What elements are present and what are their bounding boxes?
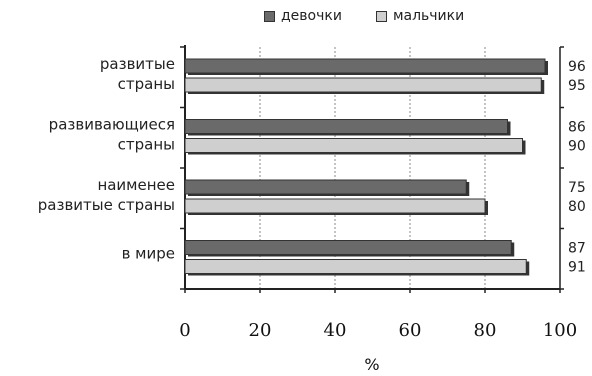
x-tick-label: 0 <box>179 320 190 341</box>
legend-item-girls: девочки <box>264 8 342 24</box>
category-label: страны <box>118 136 175 154</box>
category-label: наименее <box>97 176 175 194</box>
category-label: страны <box>118 75 175 93</box>
x-axis-title: % <box>364 355 379 374</box>
bar-girls <box>184 179 467 195</box>
data-label: 91 <box>568 260 586 276</box>
category-label: развивающиеся <box>49 116 175 134</box>
bar-boys <box>184 77 542 93</box>
legend: девочки мальчики <box>264 8 464 24</box>
legend-swatch-boys <box>375 10 387 22</box>
category-label: в мире <box>122 245 175 263</box>
x-tick-label: 40 <box>324 320 347 341</box>
category-label: развитые <box>100 55 175 73</box>
legend-label-girls: девочки <box>281 8 342 24</box>
bar-girls <box>184 119 508 134</box>
bar-girls <box>184 240 512 255</box>
data-label: 95 <box>568 78 586 94</box>
category-label: развитые страны <box>38 196 175 214</box>
data-label: 87 <box>568 241 586 257</box>
data-label: 90 <box>568 139 586 155</box>
bar-boys <box>184 198 486 214</box>
bar-girls <box>184 58 546 74</box>
data-label: 86 <box>568 120 586 136</box>
data-label: 80 <box>568 199 586 215</box>
x-tick-label: 60 <box>399 320 422 341</box>
x-tick-label: 80 <box>474 320 497 341</box>
bar-boys <box>184 138 523 153</box>
legend-swatch-girls <box>264 10 275 22</box>
x-tick-label: 20 <box>249 320 272 341</box>
data-label: 96 <box>568 59 586 75</box>
legend-item-boys: мальчики <box>375 8 465 24</box>
data-label: 75 <box>568 180 586 196</box>
bar-boys <box>184 259 527 274</box>
x-tick-label: 100 <box>543 320 577 341</box>
legend-label-boys: мальчики <box>392 8 465 24</box>
